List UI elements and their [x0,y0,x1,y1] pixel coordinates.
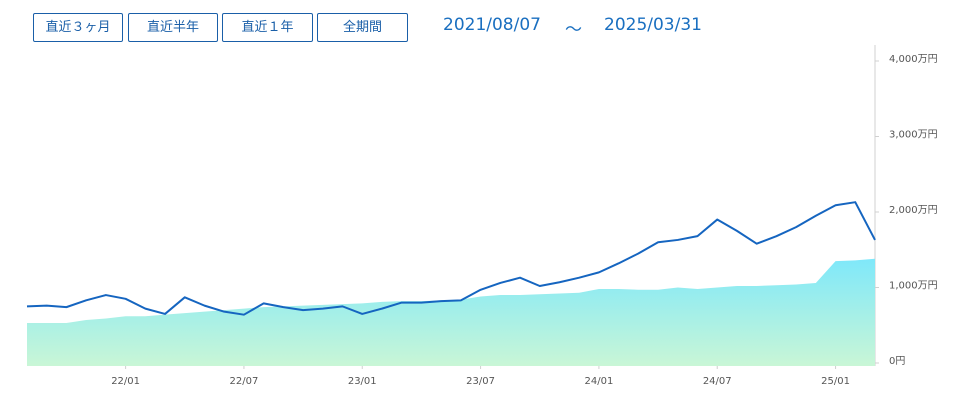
start-date: 2021/08/07 [443,15,541,35]
end-date: 2025/03/31 [604,15,702,35]
x-tick-label: 24/01 [584,376,613,387]
x-tick-label: 25/01 [821,376,850,387]
date-separator: ～ [565,20,582,40]
x-tick-label: 22/07 [230,376,259,387]
x-tick-label: 24/07 [703,376,732,387]
invested-area [27,258,875,366]
x-tick-label: 22/01 [111,376,140,387]
y-tick-label: 4,000万円 [889,54,938,65]
range-button[interactable]: 全期間 [317,13,408,42]
range-button[interactable]: 直近１年 [222,13,313,42]
asset-line [26,201,876,316]
y-tick-label: 3,000万円 [889,130,938,141]
y-tick-label: 0円 [889,356,905,367]
x-tick-label: 23/01 [348,376,377,387]
range-button[interactable]: 直近半年 [128,13,218,42]
y-tick-label: 2,000万円 [889,205,938,216]
y-tick-label: 1,000万円 [889,281,938,292]
x-tick-label: 23/07 [466,376,495,387]
range-button[interactable]: 直近３ヶ月 [33,13,123,42]
